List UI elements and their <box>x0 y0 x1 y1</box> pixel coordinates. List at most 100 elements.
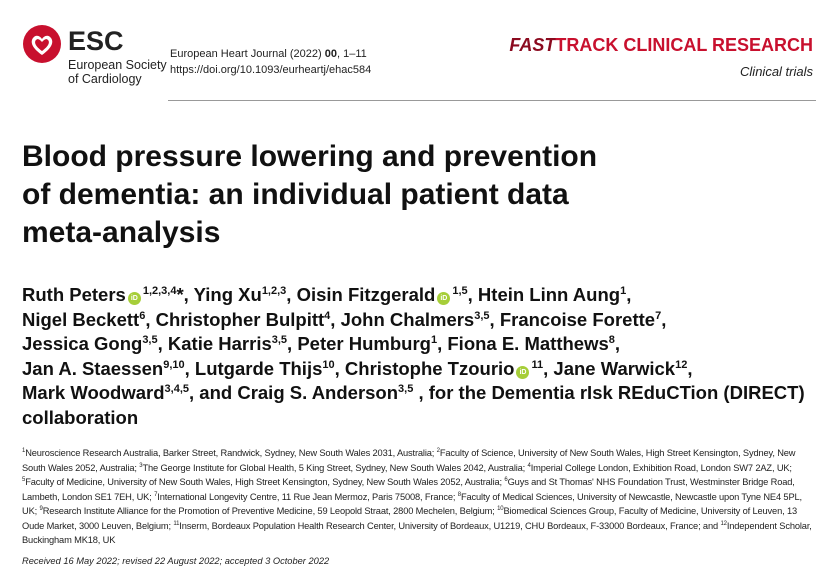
author-name: Jane Warwick <box>553 357 676 379</box>
author: Christophe Tzourio iD11, <box>345 358 548 379</box>
author-affiliation-numbers: 1,5 <box>452 285 468 297</box>
journal-volume: 00 <box>324 48 337 60</box>
affiliation-number: 3 <box>139 462 143 469</box>
separator: , <box>145 308 151 330</box>
esc-acronym: ESC <box>68 26 124 56</box>
author-name: Christophe Tzourio <box>344 357 515 379</box>
author: Mark Woodward3,4,5, and <box>22 382 232 403</box>
affiliation-text: Faculty of Medical Sciences, University … <box>22 491 802 517</box>
affiliation-number: 10 <box>497 506 504 512</box>
author-name: Lutgarde Thijs <box>194 357 323 379</box>
affiliation-text: Guys and St Thomas' NHS Foundation Trust… <box>22 477 795 502</box>
separator: , <box>334 357 340 379</box>
separator: , <box>183 284 189 305</box>
affiliation-text: The George Institute for Global Health, … <box>142 462 526 473</box>
author-affiliation-numbers: 3,4,5 <box>164 383 190 395</box>
author-name: Nigel Beckett <box>22 308 140 330</box>
author: Jan A. Staessen9,10, <box>22 358 190 379</box>
author: Htein Linn Aung1, <box>478 284 631 305</box>
affiliation-number: 5 <box>22 477 26 483</box>
author-affiliation-numbers: 8 <box>608 334 615 346</box>
author-name: Jessica Gong <box>22 333 143 354</box>
affiliation-number: 9 <box>39 506 43 512</box>
author-name: Htein Linn Aung <box>477 284 621 305</box>
author: Christopher Bulpitt4, <box>156 309 336 330</box>
author-affiliation-numbers: 1,2,3 <box>261 285 287 297</box>
separator: , <box>184 357 190 379</box>
section-fast: FAST <box>509 35 556 55</box>
author-affiliation-numbers: 3,5 <box>474 309 490 322</box>
author-name: Mark Woodward <box>22 382 165 403</box>
orcid-icon[interactable]: iD <box>127 292 141 305</box>
author-name: Oisin Fitzgerald <box>296 284 436 305</box>
author: Jane Warwick12, <box>553 358 692 379</box>
separator: , <box>330 308 336 330</box>
affiliation-number: 2 <box>436 448 440 454</box>
author: Peter Humburg1, <box>297 333 442 354</box>
author-name: Peter Humburg <box>297 333 431 354</box>
affiliation-number: 7 <box>154 491 158 498</box>
author-affiliation-numbers: 10 <box>322 358 335 371</box>
received-dates: Received 16 May 2022; revised 22 August … <box>22 556 330 566</box>
author-name: Katie Harris <box>167 333 272 354</box>
affiliation-text: Imperial College London, Exhibition Road… <box>530 462 792 473</box>
author-affiliation-numbers: 1 <box>430 334 438 346</box>
affiliation-text: Independent Scholar, Buckingham MK18, UK <box>22 520 812 546</box>
doi[interactable]: https://doi.org/10.1093/eurheartj/ehac58… <box>170 64 372 76</box>
header-rule <box>168 100 816 101</box>
journal-pages: , 1–11 <box>336 48 367 60</box>
separator: , <box>543 357 549 379</box>
author: Jessica Gong3,5, <box>22 333 163 354</box>
affiliation-number: 1 <box>22 448 26 454</box>
separator: , and <box>189 382 233 403</box>
collaboration: , for the Dementia rIsk REduCTion (DIREC… <box>22 382 805 428</box>
author-name: Christopher Bulpitt <box>155 308 325 330</box>
society-name: of Cardiology <box>68 72 142 86</box>
title-line: Blood pressure lowering and prevention <box>22 140 598 173</box>
separator: , <box>286 284 292 305</box>
author: Lutgarde Thijs10, <box>195 358 340 379</box>
section-label: FASTTRACK CLINICAL RESEARCH <box>509 35 813 56</box>
author-affiliation-numbers: 9,10 <box>163 358 185 371</box>
journal-line: European Heart Journal (2022) 00, 1–11 <box>170 48 367 60</box>
title-line: meta-analysis <box>22 216 221 249</box>
author-affiliation-numbers: 7 <box>655 309 662 322</box>
author: Ruth Peters iD1,2,3,4*, <box>22 284 189 305</box>
affiliations: 1Neuroscience Research Australia, Barker… <box>22 446 814 548</box>
affiliation-text: Biomedical Sciences Group, Faculty of Me… <box>22 506 797 531</box>
separator: , <box>626 284 632 305</box>
separator: , <box>467 284 473 305</box>
affiliation-text: Research Institute Alliance for the Prom… <box>42 506 495 516</box>
separator: , <box>437 333 443 354</box>
author-affiliation-numbers: 4 <box>324 309 331 322</box>
separator: , <box>614 333 621 354</box>
separator: , <box>687 357 693 379</box>
orcid-icon[interactable]: iD <box>516 365 530 379</box>
affiliation-number: 11 <box>173 520 180 527</box>
orcid-icon[interactable]: iD <box>437 292 451 305</box>
separator: , <box>661 308 667 330</box>
author-affiliation-numbers: 1 <box>620 285 627 297</box>
affiliation-number: 6 <box>504 477 508 483</box>
author: Fiona E. Matthews8, <box>447 333 620 354</box>
author-affiliation-numbers: 3,5 <box>271 334 288 346</box>
corresponding-mark: * <box>176 284 184 305</box>
separator: , <box>287 333 293 354</box>
author: Ying Xu1,2,3, <box>194 284 292 305</box>
separator: , <box>489 308 495 330</box>
society-name: European Society <box>68 58 167 72</box>
affiliation-number: 12 <box>720 520 727 527</box>
author-affiliation-numbers: 1,2,3,4 <box>142 285 177 297</box>
separator: , <box>157 333 163 354</box>
author-name: Jan A. Staessen <box>22 357 164 379</box>
subsection-label: Clinical trials <box>740 64 813 79</box>
author-affiliation-numbers: 3,5 <box>398 383 414 395</box>
author-affiliation-numbers: 12 <box>675 358 688 371</box>
author-affiliation-numbers: 11 <box>531 358 544 371</box>
author-name: Craig S. Anderson <box>237 382 399 403</box>
author-affiliation-numbers: 6 <box>139 309 146 322</box>
affiliation-text: Neuroscience Research Australia, Barker … <box>25 448 435 458</box>
affiliation-text: International Longevity Centre, 11 Rue J… <box>157 491 456 502</box>
